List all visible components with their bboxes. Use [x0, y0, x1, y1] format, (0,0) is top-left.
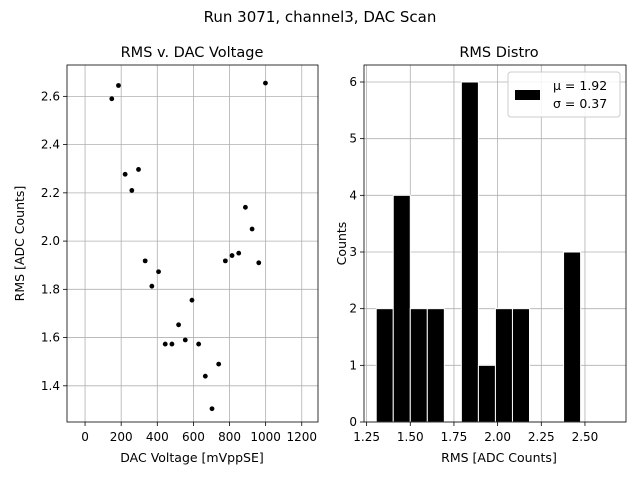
histogram-x-tick-label: 2.25: [528, 430, 555, 444]
scatter-x-tick-label: 200: [110, 430, 133, 444]
scatter-point: [236, 250, 242, 256]
scatter-x-label: DAC Voltage [mVppSE]: [120, 450, 263, 465]
scatter-x-tick-label: 600: [182, 430, 205, 444]
histogram-bar: [375, 308, 394, 423]
scatter-point: [122, 171, 128, 177]
scatter-point: [116, 83, 121, 88]
histogram-bar: [511, 308, 530, 423]
scatter-grid: [67, 65, 318, 422]
scatter-points: [109, 80, 268, 412]
scatter-point: [196, 341, 202, 347]
figure-title: Run 3071, channel3, DAC Scan: [204, 8, 437, 26]
scatter-x-tick-label: 0: [81, 430, 89, 444]
histogram-y-tick-label: 4: [349, 188, 357, 202]
histogram-y-ticks: 0 1 2 3 4 5 6: [349, 75, 364, 429]
legend-sigma: σ = 0.37: [553, 96, 607, 111]
scatter-x-tick-label: 800: [218, 430, 241, 444]
histogram-y-tick-label: 1: [349, 358, 357, 372]
histogram-bar: [563, 251, 582, 423]
histogram-bar: [409, 308, 428, 423]
scatter-y-tick-label: 2.2: [41, 186, 60, 200]
histogram-bar: [426, 308, 445, 423]
scatter-y-ticks: 1.4 1.6 1.8 2.0 2.2 2.4 2.6: [41, 89, 67, 393]
scatter-point: [176, 322, 181, 328]
scatter-point: [229, 253, 235, 258]
histogram-bar: [494, 308, 513, 423]
histogram-x-tick-label: 1.75: [441, 430, 468, 444]
scatter-y-tick-label: 2.6: [41, 89, 60, 103]
scatter-point: [129, 188, 135, 193]
scatter-point: [189, 297, 195, 303]
scatter-point: [256, 260, 262, 266]
scatter-x-tick-label: 400: [146, 430, 169, 444]
histogram-bar: [392, 194, 411, 423]
histogram-y-tick-label: 2: [349, 302, 357, 316]
scatter-chart: RMS v. DAC Voltage 0 200 400 600 800 1000 1200…: [12, 45, 319, 465]
histogram-chart: RMS Distro 1.25 1.50 1.75 2.00 2.25 2.50 0 1 2 3…: [334, 45, 627, 465]
histogram-bar: [477, 364, 496, 423]
scatter-point: [202, 373, 208, 379]
histogram-x-tick-label: 1.25: [353, 430, 380, 444]
scatter-point: [156, 269, 161, 275]
scatter-x-ticks: 0 200 400 600 800 1000 1200: [81, 422, 317, 444]
scatter-point: [243, 204, 248, 210]
histogram-y-tick-label: 3: [349, 245, 357, 259]
histogram-x-label: RMS [ADC Counts]: [441, 450, 557, 465]
scatter-axes-frame: [66, 64, 319, 423]
scatter-point: [216, 361, 222, 367]
histogram-x-tick-label: 1.50: [397, 430, 424, 444]
scatter-y-tick-label: 1.8: [41, 282, 60, 296]
scatter-point: [249, 226, 255, 232]
scatter-point: [149, 283, 155, 289]
histogram-x-tick-label: 2.50: [572, 430, 599, 444]
histogram-y-tick-label: 6: [349, 75, 357, 89]
scatter-y-tick-label: 1.6: [41, 331, 60, 345]
scatter-y-label: RMS [ADC Counts]: [12, 186, 27, 302]
scatter-point: [109, 96, 115, 102]
histogram-y-tick-label: 5: [349, 132, 357, 146]
legend-swatch: [515, 90, 540, 100]
scatter-point: [182, 337, 188, 343]
scatter-point: [169, 341, 175, 347]
scatter-point: [222, 258, 228, 264]
scatter-point: [263, 80, 268, 86]
scatter-x-tick-label: 1200: [286, 430, 317, 444]
legend-box: [507, 71, 621, 118]
histogram-x-ticks: 1.25 1.50 1.75 2.00 2.25 2.50: [353, 422, 598, 444]
scatter-point: [136, 167, 141, 172]
histogram-bar: [460, 81, 479, 423]
histogram-axes-frame: [363, 64, 627, 423]
histogram-legend: μ = 1.92 σ = 0.37: [507, 71, 621, 118]
scatter-point: [142, 258, 148, 264]
histogram-y-tick-label: 0: [349, 415, 357, 429]
scatter-point: [162, 341, 168, 347]
scatter-y-tick-label: 1.4: [41, 379, 60, 393]
legend-mu: μ = 1.92: [553, 78, 607, 93]
scatter-y-tick-label: 2.0: [41, 234, 60, 248]
histogram-x-tick-label: 2.00: [484, 430, 511, 444]
histogram-y-label: Counts: [334, 222, 349, 266]
scatter-point: [209, 406, 215, 412]
scatter-x-tick-label: 1000: [250, 430, 281, 444]
histogram-title: RMS Distro: [459, 45, 538, 61]
scatter-y-tick-label: 2.4: [41, 138, 60, 152]
scatter-title: RMS v. DAC Voltage: [121, 45, 264, 61]
